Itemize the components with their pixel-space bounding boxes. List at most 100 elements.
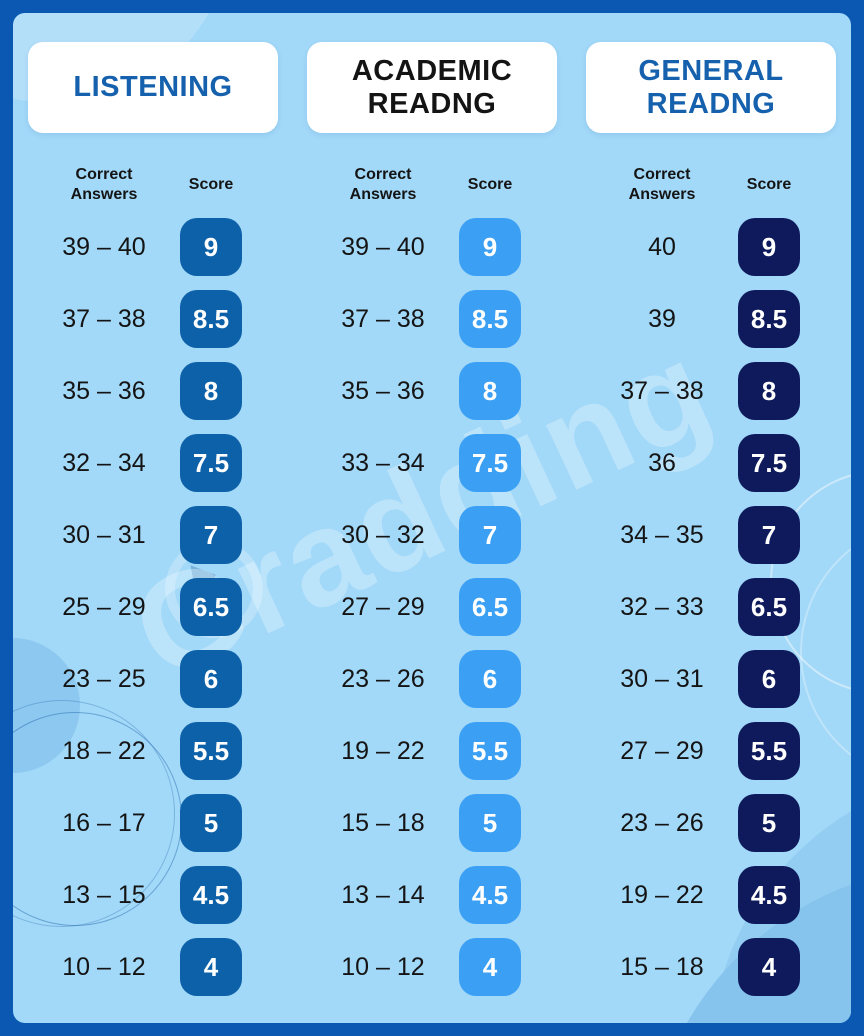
correct-answers-range: 23 – 25 [62,664,146,693]
score-row: 13 – 14 4.5 [307,859,557,931]
score-row: 33 – 34 7.5 [307,427,557,499]
correct-answers-range: 37 – 38 [620,376,704,405]
correct-answers-range: 30 – 31 [620,664,704,693]
listening-header-card: LISTENING [28,42,278,133]
score-row: 13 – 15 4.5 [28,859,278,931]
correct-answers-range: 33 – 34 [341,448,425,477]
score-row: 15 – 18 4 [586,931,836,1003]
score-label: Score [188,176,234,193]
score-row: 37 – 38 8 [586,355,836,427]
score-badge: 5.5 [738,722,800,780]
correct-answers-range: 36 [648,448,676,477]
score-badge: 4 [459,938,521,996]
correct-answers-range: 23 – 26 [620,808,704,837]
score-badge: 8 [180,362,242,420]
general-reading-title: GENERAL READNG [638,55,784,120]
score-row: 35 – 36 8 [307,355,557,427]
score-badge: 7 [738,506,800,564]
score-badge: 7.5 [180,434,242,492]
correct-answers-range: 35 – 36 [341,376,425,405]
score-row: 16 – 17 5 [28,787,278,859]
score-badge: 8 [459,362,521,420]
correct-answers-range: 27 – 29 [620,736,704,765]
correct-answers-label: Correct Answers [70,166,138,203]
score-row: 37 – 38 8.5 [28,283,278,355]
score-row: 30 – 31 6 [586,643,836,715]
academic-reading-rows: 39 – 40 9 37 – 38 8.5 35 – 36 8 33 – 34 … [307,211,557,1003]
score-row: 27 – 29 5.5 [586,715,836,787]
correct-answers-range: 32 – 33 [620,592,704,621]
correct-answers-range: 15 – 18 [341,808,425,837]
score-badge: 6 [180,650,242,708]
score-tables: LISTENING Correct Answers Score 39 – 40 … [13,13,851,1023]
score-badge: 4.5 [180,866,242,924]
correct-answers-range: 13 – 14 [341,880,425,909]
correct-answers-range: 30 – 31 [62,520,146,549]
score-row: 19 – 22 5.5 [307,715,557,787]
general-reading-rows: 40 9 39 8.5 37 – 38 8 36 7.5 34 – 35 7 3… [586,211,836,1003]
score-badge: 8.5 [180,290,242,348]
correct-answers-range: 19 – 22 [620,880,704,909]
general-reading-subheader: Correct Answers Score [586,159,836,211]
correct-answers-range: 40 [648,232,676,261]
correct-answers-label: Correct Answers [349,166,417,203]
general-reading-header-card: GENERAL READNG [586,42,836,133]
score-badge: 4 [738,938,800,996]
correct-answers-range: 32 – 34 [62,448,146,477]
listening-subheader: Correct Answers Score [28,159,278,211]
listening-rows: 39 – 40 9 37 – 38 8.5 35 – 36 8 32 – 34 … [28,211,278,1003]
correct-answers-range: 39 [648,304,676,333]
correct-answers-range: 30 – 32 [341,520,425,549]
score-row: 30 – 31 7 [28,499,278,571]
correct-answers-range: 34 – 35 [620,520,704,549]
correct-answers-label: Correct Answers [628,166,696,203]
score-row: 39 8.5 [586,283,836,355]
score-badge: 6 [738,650,800,708]
score-badge: 9 [738,218,800,276]
score-badge: 5.5 [459,722,521,780]
score-row: 39 – 40 9 [307,211,557,283]
score-row: 25 – 29 6.5 [28,571,278,643]
score-badge: 6.5 [738,578,800,636]
score-row: 37 – 38 8.5 [307,283,557,355]
score-badge: 7.5 [459,434,521,492]
score-row: 30 – 32 7 [307,499,557,571]
correct-answers-range: 16 – 17 [62,808,146,837]
score-badge: 7 [180,506,242,564]
score-badge: 8.5 [738,290,800,348]
academic-reading-title: ACADEMIC READNG [351,55,513,120]
score-badge: 9 [459,218,521,276]
score-row: 32 – 33 6.5 [586,571,836,643]
score-badge: 8 [738,362,800,420]
score-row: 23 – 26 6 [307,643,557,715]
score-row: 34 – 35 7 [586,499,836,571]
score-badge: 8.5 [459,290,521,348]
score-badge: 5.5 [180,722,242,780]
score-row: 32 – 34 7.5 [28,427,278,499]
academic-reading-column: ACADEMIC READNG Correct Answers Score 39… [307,42,557,1023]
academic-reading-subheader: Correct Answers Score [307,159,557,211]
score-row: 39 – 40 9 [28,211,278,283]
score-badge: 6.5 [180,578,242,636]
correct-answers-range: 15 – 18 [620,952,704,981]
score-row: 23 – 25 6 [28,643,278,715]
score-row: 23 – 26 5 [586,787,836,859]
score-row: 27 – 29 6.5 [307,571,557,643]
score-badge: 5 [738,794,800,852]
correct-answers-range: 10 – 12 [62,952,146,981]
score-badge: 6 [459,650,521,708]
score-row: 35 – 36 8 [28,355,278,427]
score-badge: 5 [180,794,242,852]
correct-answers-range: 37 – 38 [62,304,146,333]
infographic-background: Gradding LISTENING Correct Answers Score… [13,13,851,1023]
correct-answers-range: 23 – 26 [341,664,425,693]
score-row: 36 7.5 [586,427,836,499]
score-badge: 9 [180,218,242,276]
correct-answers-range: 37 – 38 [341,304,425,333]
score-badge: 4.5 [459,866,521,924]
score-badge: 7 [459,506,521,564]
correct-answers-range: 19 – 22 [341,736,425,765]
score-row: 15 – 18 5 [307,787,557,859]
listening-title: LISTENING [73,71,233,104]
